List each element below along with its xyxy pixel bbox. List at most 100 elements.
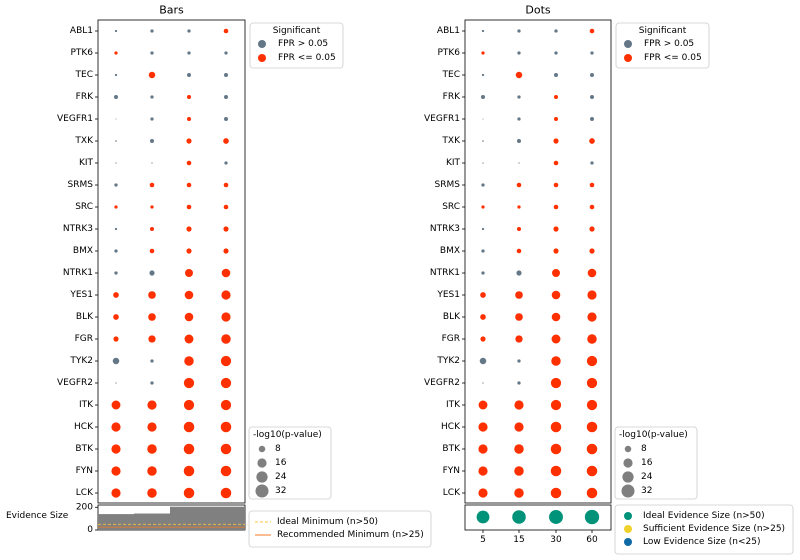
data-point bbox=[481, 249, 485, 253]
evidence-legend-box bbox=[248, 510, 432, 548]
data-point bbox=[482, 118, 484, 120]
data-point bbox=[590, 117, 594, 121]
data-point bbox=[148, 335, 156, 343]
data-point bbox=[186, 248, 192, 254]
data-point bbox=[517, 95, 521, 99]
kinase-label: FYN bbox=[443, 466, 460, 476]
data-point bbox=[517, 117, 521, 121]
kinase-label: FGR bbox=[442, 334, 460, 344]
kinase-label: BLK bbox=[76, 312, 94, 322]
data-point bbox=[481, 183, 485, 187]
kinase-label: ITK bbox=[446, 400, 461, 410]
data-point bbox=[223, 138, 229, 144]
evidence-dot bbox=[549, 510, 563, 524]
data-point bbox=[551, 356, 561, 366]
evidence-dot bbox=[584, 509, 600, 525]
data-point bbox=[185, 269, 193, 277]
data-point bbox=[224, 51, 228, 55]
data-point bbox=[550, 487, 562, 499]
significance-legend-marker bbox=[258, 40, 266, 48]
data-point bbox=[553, 182, 559, 188]
data-point bbox=[589, 28, 595, 34]
data-point bbox=[590, 95, 594, 99]
data-point bbox=[150, 117, 154, 121]
data-point bbox=[149, 182, 155, 188]
data-point bbox=[114, 249, 118, 253]
data-point bbox=[517, 29, 521, 33]
kinase-label: ABL1 bbox=[437, 26, 460, 36]
data-point bbox=[115, 382, 117, 384]
data-point bbox=[586, 487, 598, 499]
data-point bbox=[184, 334, 194, 344]
data-point bbox=[186, 204, 192, 210]
kinase-label: NTRK3 bbox=[63, 224, 93, 234]
kinase-label: FYN bbox=[76, 466, 93, 476]
size-legend-label: 32 bbox=[641, 486, 652, 496]
data-point bbox=[150, 205, 154, 209]
data-point bbox=[224, 73, 228, 77]
kinase-label: BMX bbox=[73, 246, 93, 256]
data-point bbox=[186, 182, 192, 188]
data-point bbox=[587, 290, 597, 300]
data-point bbox=[550, 443, 562, 455]
data-point bbox=[111, 422, 121, 432]
data-point bbox=[478, 488, 488, 498]
kinase-label: TEC bbox=[442, 70, 460, 80]
data-point bbox=[482, 140, 484, 142]
data-point bbox=[553, 248, 559, 254]
data-point bbox=[220, 421, 232, 433]
data-point bbox=[113, 292, 119, 298]
kinase-label: TXK bbox=[74, 136, 94, 146]
data-point bbox=[115, 118, 117, 120]
data-point bbox=[114, 95, 118, 99]
data-point bbox=[553, 226, 559, 232]
data-point bbox=[554, 73, 558, 77]
data-point bbox=[518, 162, 520, 164]
data-point bbox=[481, 29, 485, 33]
data-point bbox=[223, 182, 229, 188]
size-legend-title: -log10(p-value) bbox=[619, 430, 688, 440]
x-tick-label: 15 bbox=[513, 535, 524, 545]
evidence-legend-label: Ideal Minimum (n>50) bbox=[277, 517, 378, 527]
kinase-label: TYK2 bbox=[69, 356, 93, 366]
kinase-label: VEGFR2 bbox=[424, 378, 460, 388]
data-point bbox=[149, 248, 155, 254]
data-point bbox=[183, 487, 195, 499]
data-point bbox=[515, 291, 523, 299]
kinase-label: SRMS bbox=[435, 180, 461, 190]
size-legend-marker bbox=[623, 458, 633, 468]
kinase-label: NTRK3 bbox=[430, 224, 460, 234]
data-point bbox=[553, 204, 559, 210]
data-point bbox=[515, 335, 523, 343]
data-point bbox=[147, 422, 157, 432]
data-point bbox=[151, 162, 153, 164]
size-legend-label: 24 bbox=[641, 472, 653, 482]
data-point bbox=[186, 138, 192, 144]
data-point bbox=[148, 71, 156, 79]
significance-legend-marker bbox=[624, 40, 632, 48]
panel-title: Dots bbox=[525, 4, 551, 17]
data-point bbox=[586, 399, 598, 411]
evidence-step bbox=[170, 506, 245, 530]
evidence-dot bbox=[512, 510, 526, 524]
panel-dots: Dots ABL1 PTK6 TEC FRK VEGFR1 TXK KIT SRMS SRC NTR… bbox=[424, 4, 794, 555]
data-point bbox=[223, 28, 229, 34]
size-legend-marker bbox=[256, 471, 268, 483]
data-point bbox=[111, 400, 121, 410]
size-legend-box bbox=[248, 426, 332, 500]
data-point bbox=[224, 161, 228, 165]
data-point bbox=[112, 357, 120, 365]
data-point bbox=[150, 381, 154, 385]
kinase-label: PTK6 bbox=[70, 48, 93, 58]
data-point bbox=[586, 465, 598, 477]
data-point bbox=[114, 205, 118, 209]
kinase-label: BTK bbox=[75, 444, 94, 454]
data-point bbox=[517, 51, 521, 55]
kinase-label: ABL1 bbox=[70, 26, 93, 36]
data-point bbox=[514, 422, 524, 432]
x-tick-label: 5 bbox=[480, 535, 486, 545]
data-point bbox=[551, 334, 561, 344]
size-legend-marker bbox=[257, 458, 267, 468]
data-point bbox=[221, 290, 231, 300]
data-point bbox=[147, 444, 157, 454]
